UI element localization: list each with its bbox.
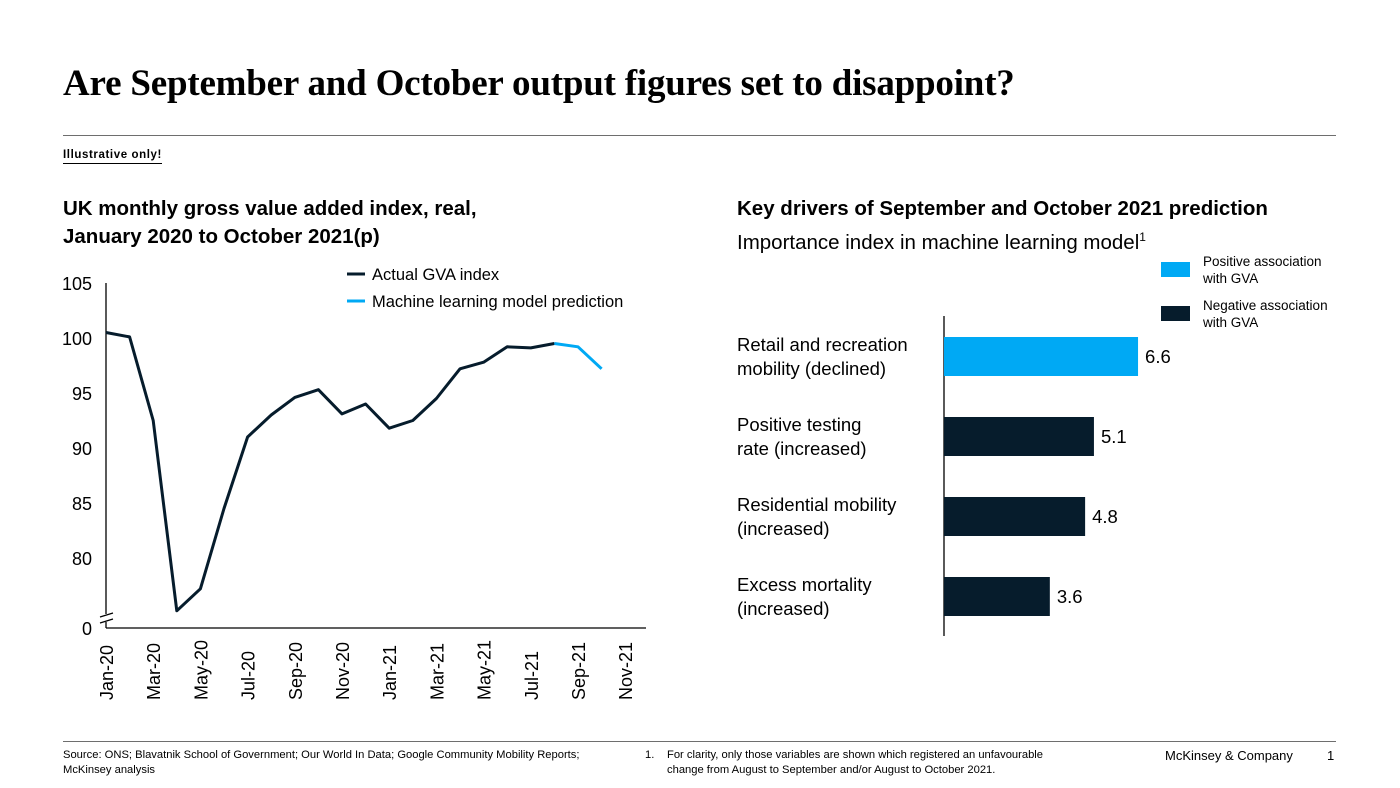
line-chart-y-tick-label: 80	[72, 549, 92, 569]
line-chart-legend-label: Actual GVA index	[372, 266, 500, 284]
line-chart-x-tick-label: Mar-21	[427, 643, 447, 700]
driver-category-label: rate (increased)	[737, 438, 867, 459]
footer-divider	[63, 741, 1336, 742]
page-title: Are September and October output figures…	[63, 63, 1015, 104]
driver-bar-value-label: 5.1	[1101, 426, 1127, 447]
footer-source: Source: ONS; Blavatnik School of Governm…	[63, 749, 580, 776]
line-chart-y-tick-label: 85	[72, 494, 92, 514]
driver-bar	[944, 417, 1094, 456]
line-chart-x-tick-label: May-21	[475, 640, 495, 700]
line-chart-x-tick-label: Jul-21	[522, 651, 542, 700]
footer-page-number: 1	[1327, 748, 1335, 763]
driver-bar	[944, 577, 1050, 616]
actual-gva-series-line	[105, 331, 555, 613]
line-chart-subtitle: January 2020 to October 2021(p)	[63, 225, 380, 248]
line-chart-y-tick-label: 90	[72, 439, 92, 459]
line-chart-y-tick-label: 105	[62, 274, 92, 294]
line-chart-y-tick-label: 95	[72, 384, 92, 404]
line-chart-axis-break-mark	[99, 612, 114, 618]
bar-chart-subtitle-footnote: 1	[1139, 230, 1146, 244]
bar-chart-legend-swatch	[1161, 306, 1190, 321]
footer-company: McKinsey & Company	[1165, 748, 1293, 763]
driver-category-label: Residential mobility	[737, 494, 897, 515]
header-divider	[63, 135, 1336, 136]
line-chart-x-tick-label: Nov-20	[333, 642, 353, 700]
driver-bar-value-label: 6.6	[1145, 346, 1171, 367]
line-chart-title-block: UK monthly gross value added index, real…	[63, 195, 477, 251]
line-chart-axis-break-mark	[99, 618, 114, 624]
line-chart-x-tick-label: Jan-21	[380, 645, 400, 700]
bar-chart-legend-label: with GVA	[1202, 271, 1258, 286]
driver-bar	[944, 497, 1086, 536]
bar-chart-subtitle-line: Importance index in machine learning mod…	[737, 223, 1268, 257]
driver-bar-value-label: 4.8	[1092, 506, 1118, 527]
bar-chart-title-block: Key drivers of September and October 202…	[737, 195, 1268, 257]
prediction-series-line	[554, 342, 603, 370]
bar-chart-legend-label: Negative association	[1203, 298, 1328, 313]
line-chart-legend-label: Machine learning model prediction	[372, 293, 623, 311]
bar-chart-legend-label: Positive association	[1203, 254, 1322, 269]
driver-category-label: Excess mortality	[737, 574, 872, 595]
driver-category-label: (increased)	[737, 598, 830, 619]
line-chart-x-tick-label: Jul-20	[239, 651, 259, 700]
driver-category-label: (increased)	[737, 518, 830, 539]
line-chart-x-tick-label: Jan-20	[97, 645, 117, 700]
line-chart-x-tick-label: Sep-20	[286, 642, 306, 700]
line-chart-x-tick-label: Nov-21	[616, 642, 636, 700]
line-chart-y-tick-label: 100	[62, 329, 92, 349]
driver-category-label: Positive testing	[737, 414, 861, 435]
bar-chart-title: Key drivers of September and October 202…	[737, 197, 1268, 220]
driver-category-label: Retail and recreation	[737, 334, 908, 355]
bar-chart-legend-swatch	[1161, 262, 1190, 277]
driver-bar-value-label: 3.6	[1057, 586, 1083, 607]
line-chart-x-tick-label: May-20	[191, 640, 211, 700]
line-chart-y-tick-label: 0	[82, 619, 92, 639]
footer-note-text: For clarity, only those variables are sh…	[667, 749, 1044, 776]
footer-note-number: 1.	[645, 749, 655, 761]
line-chart-x-tick-label: Mar-20	[144, 643, 164, 700]
line-chart-title: UK monthly gross value added index, real…	[63, 197, 477, 220]
bar-chart-legend-label: with GVA	[1202, 315, 1258, 330]
driver-bar	[944, 337, 1139, 376]
bar-chart-subtitle: Importance index in machine learning mod…	[737, 230, 1140, 254]
line-chart-x-tick-label: Sep-21	[569, 642, 589, 700]
illustrative-label: Illustrative only!	[63, 149, 162, 164]
driver-category-label: mobility (declined)	[737, 358, 886, 379]
